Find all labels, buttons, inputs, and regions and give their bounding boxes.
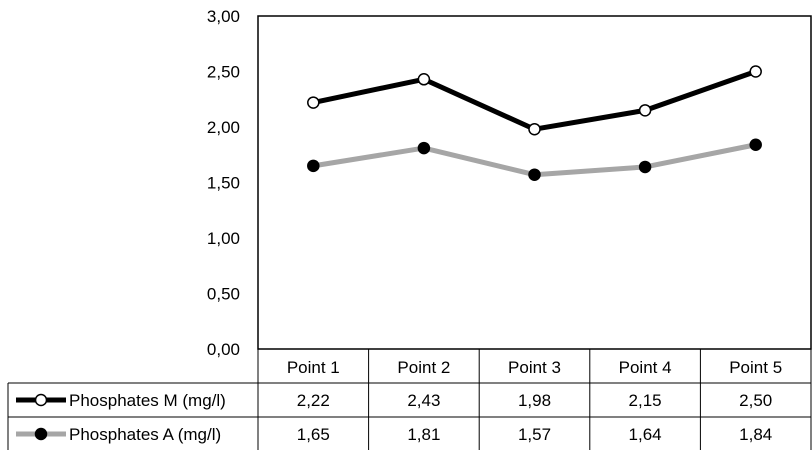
category-label: Point 4 <box>619 358 672 377</box>
y-tick-label: 0,00 <box>207 340 240 359</box>
data-point <box>307 96 320 109</box>
data-point <box>638 104 652 117</box>
data-point <box>307 159 320 173</box>
data-table-value: 2,22 <box>297 391 330 410</box>
data-table-value: 2,50 <box>739 391 772 410</box>
series-lines <box>307 65 762 181</box>
data-table-value: 1,84 <box>739 425 772 444</box>
plot-area <box>257 15 812 350</box>
series-line <box>312 69 757 132</box>
data-point <box>528 122 541 136</box>
data-point <box>528 168 541 181</box>
data-table-value: 1,65 <box>297 425 330 444</box>
series-2 <box>307 138 762 181</box>
data-table-value: 1,81 <box>407 425 440 444</box>
y-tick-label: 1,00 <box>207 229 240 248</box>
y-tick-label: 0,50 <box>207 285 240 304</box>
category-label: Point 1 <box>287 358 340 377</box>
data-table-value: 1,64 <box>629 425 662 444</box>
data-table: Point 1 Point 2 Point 3 Point 4 Point 5 Phosp… <box>7 349 812 450</box>
category-label: Point 3 <box>508 358 561 377</box>
data-point <box>638 160 652 174</box>
y-tick-label: 1,50 <box>207 174 240 193</box>
category-label: Point 5 <box>729 358 782 377</box>
data-point <box>749 65 762 78</box>
data-table-value: 2,15 <box>629 391 662 410</box>
data-point <box>417 141 431 155</box>
y-tick-label: 3,00 <box>207 7 240 26</box>
data-table-value: 1,98 <box>518 391 551 410</box>
category-label: Point 2 <box>397 358 450 377</box>
data-point <box>417 73 431 86</box>
series-1 <box>307 65 762 136</box>
plot-border <box>257 15 812 350</box>
y-axis-ticks: 0,00 0,50 1,00 1,50 2,00 2,50 3,00 <box>207 7 240 359</box>
data-point <box>749 138 762 152</box>
legend-key-marker <box>34 393 48 407</box>
legend-key-marker <box>34 427 48 441</box>
data-table-value: 1,57 <box>518 425 551 444</box>
y-tick-label: 2,50 <box>207 63 240 82</box>
y-tick-label: 2,00 <box>207 118 240 137</box>
data-table-value: 2,43 <box>407 391 440 410</box>
legend-entry: Phosphates M (mg/l) <box>69 391 226 410</box>
legend-entry: Phosphates A (mg/l) <box>69 425 221 444</box>
